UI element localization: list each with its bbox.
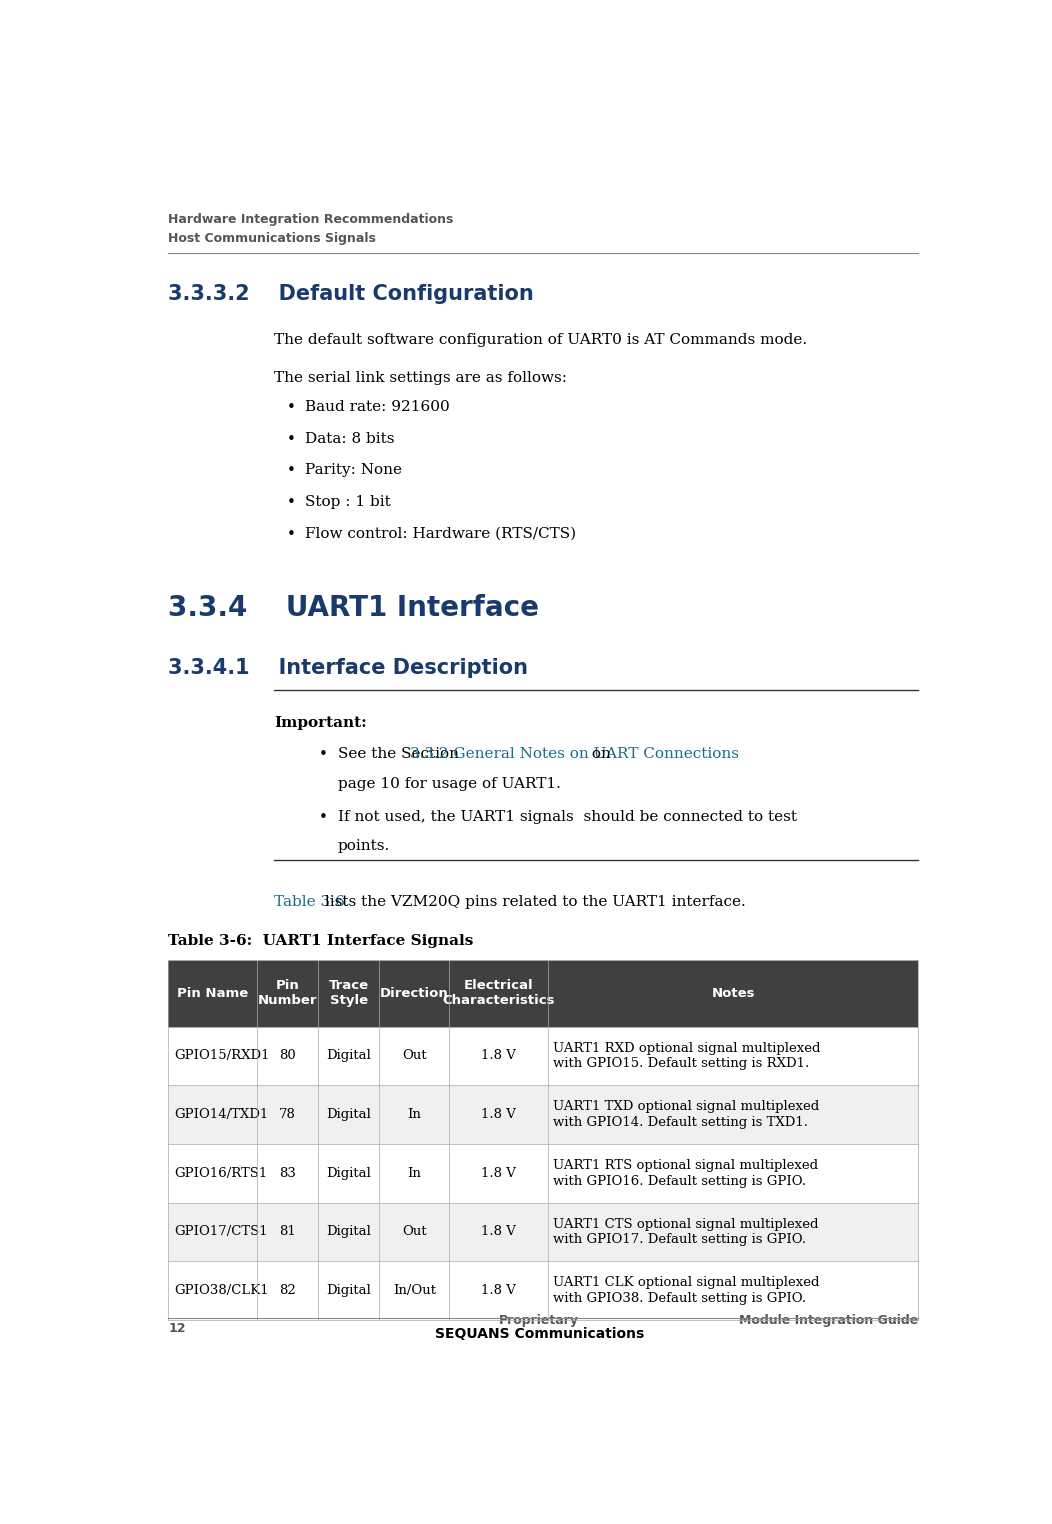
Text: In: In [407, 1167, 421, 1180]
Text: 83: 83 [279, 1167, 297, 1180]
Text: Module Integration Guide: Module Integration Guide [739, 1314, 918, 1327]
Text: 1.8 V: 1.8 V [481, 1285, 517, 1297]
Text: lists the VZM20Q pins related to the UART1 interface.: lists the VZM20Q pins related to the UAR… [320, 895, 746, 910]
Text: If not used, the UART1 signals  should be connected to test: If not used, the UART1 signals should be… [338, 809, 796, 823]
Text: 78: 78 [279, 1108, 297, 1122]
Text: Stop : 1 bit: Stop : 1 bit [305, 495, 391, 509]
Text: Digital: Digital [326, 1285, 371, 1297]
Text: Digital: Digital [326, 1050, 371, 1062]
Text: 3.3.2 General Notes on UART Connections: 3.3.2 General Notes on UART Connections [409, 747, 739, 762]
Text: Pin Name: Pin Name [177, 986, 248, 1000]
Text: GPIO17/CTS1: GPIO17/CTS1 [174, 1225, 267, 1239]
Text: Out: Out [402, 1225, 427, 1239]
Bar [168, 1145, 918, 1202]
Text: In: In [407, 1108, 421, 1122]
Text: GPIO38/CLK1: GPIO38/CLK1 [174, 1285, 268, 1297]
Text: •: • [286, 431, 296, 447]
Text: •: • [319, 809, 328, 824]
Text: Out: Out [402, 1050, 427, 1062]
Bar [168, 1027, 918, 1085]
Text: In/Out: In/Out [392, 1285, 436, 1297]
Text: 1.8 V: 1.8 V [481, 1108, 517, 1122]
Text: 3.3.4    UART1 Interface: 3.3.4 UART1 Interface [168, 594, 540, 622]
Text: Flow control: Hardware (RTS/CTS): Flow control: Hardware (RTS/CTS) [305, 527, 576, 541]
Text: UART1 RXD optional signal multiplexed
with GPIO15. Default setting is RXD1.: UART1 RXD optional signal multiplexed wi… [552, 1042, 821, 1070]
Text: Table 3-6:  UART1 Interface Signals: Table 3-6: UART1 Interface Signals [168, 934, 473, 948]
Text: Table 3-6: Table 3-6 [275, 895, 345, 910]
Text: UART1 TXD optional signal multiplexed
with GPIO14. Default setting is TXD1.: UART1 TXD optional signal multiplexed wi… [552, 1100, 820, 1129]
Text: SEQUANS Communications: SEQUANS Communications [434, 1327, 644, 1341]
Text: Data: 8 bits: Data: 8 bits [305, 431, 394, 445]
Text: •: • [319, 747, 328, 762]
Text: Proprietary: Proprietary [499, 1314, 580, 1327]
Text: •: • [286, 463, 296, 479]
Bar [168, 1085, 918, 1145]
Text: 1.8 V: 1.8 V [481, 1225, 517, 1239]
Text: •: • [286, 527, 296, 541]
Bar [168, 1262, 918, 1320]
Text: Direction: Direction [380, 986, 449, 1000]
Text: •: • [286, 399, 296, 415]
Text: 1.8 V: 1.8 V [481, 1050, 517, 1062]
Text: 1.8 V: 1.8 V [481, 1167, 517, 1180]
Bar [168, 960, 918, 1027]
Text: GPIO14/TXD1: GPIO14/TXD1 [174, 1108, 268, 1122]
Text: Important:: Important: [275, 716, 367, 730]
Text: The default software configuration of UART0 is AT Commands mode.: The default software configuration of UA… [275, 334, 807, 347]
Text: 81: 81 [280, 1225, 296, 1239]
Text: UART1 CTS optional signal multiplexed
with GPIO17. Default setting is GPIO.: UART1 CTS optional signal multiplexed wi… [552, 1218, 818, 1247]
Text: Hardware Integration Recommendations: Hardware Integration Recommendations [168, 213, 453, 227]
Text: GPIO15/RXD1: GPIO15/RXD1 [174, 1050, 269, 1062]
Text: on: on [587, 747, 611, 762]
Text: Parity: None: Parity: None [305, 463, 402, 477]
Text: 3.3.4.1    Interface Description: 3.3.4.1 Interface Description [168, 658, 528, 678]
Text: 80: 80 [280, 1050, 296, 1062]
Bar [168, 1202, 918, 1262]
Text: •: • [286, 495, 296, 511]
Text: Notes: Notes [711, 986, 755, 1000]
Text: Digital: Digital [326, 1167, 371, 1180]
Text: page 10 for usage of UART1.: page 10 for usage of UART1. [338, 777, 561, 791]
Text: 82: 82 [280, 1285, 296, 1297]
Text: 12: 12 [168, 1323, 186, 1335]
Text: points.: points. [338, 838, 390, 853]
Text: UART1 RTS optional signal multiplexed
with GPIO16. Default setting is GPIO.: UART1 RTS optional signal multiplexed wi… [552, 1160, 818, 1187]
Text: 3.3.3.2    Default Configuration: 3.3.3.2 Default Configuration [168, 283, 534, 303]
Text: Trace
Style: Trace Style [328, 978, 369, 1007]
Text: Digital: Digital [326, 1225, 371, 1239]
Text: The serial link settings are as follows:: The serial link settings are as follows: [275, 370, 567, 384]
Text: See the Section: See the Section [338, 747, 464, 762]
Text: UART1 CLK optional signal multiplexed
with GPIO38. Default setting is GPIO.: UART1 CLK optional signal multiplexed wi… [552, 1277, 820, 1305]
Text: GPIO16/RTS1: GPIO16/RTS1 [174, 1167, 267, 1180]
Text: Baud rate: 921600: Baud rate: 921600 [305, 399, 450, 415]
Text: Digital: Digital [326, 1108, 371, 1122]
Text: Host Communications Signals: Host Communications Signals [168, 232, 376, 245]
Text: Pin
Number: Pin Number [258, 978, 318, 1007]
Text: Electrical
Characteristics: Electrical Characteristics [443, 978, 555, 1007]
